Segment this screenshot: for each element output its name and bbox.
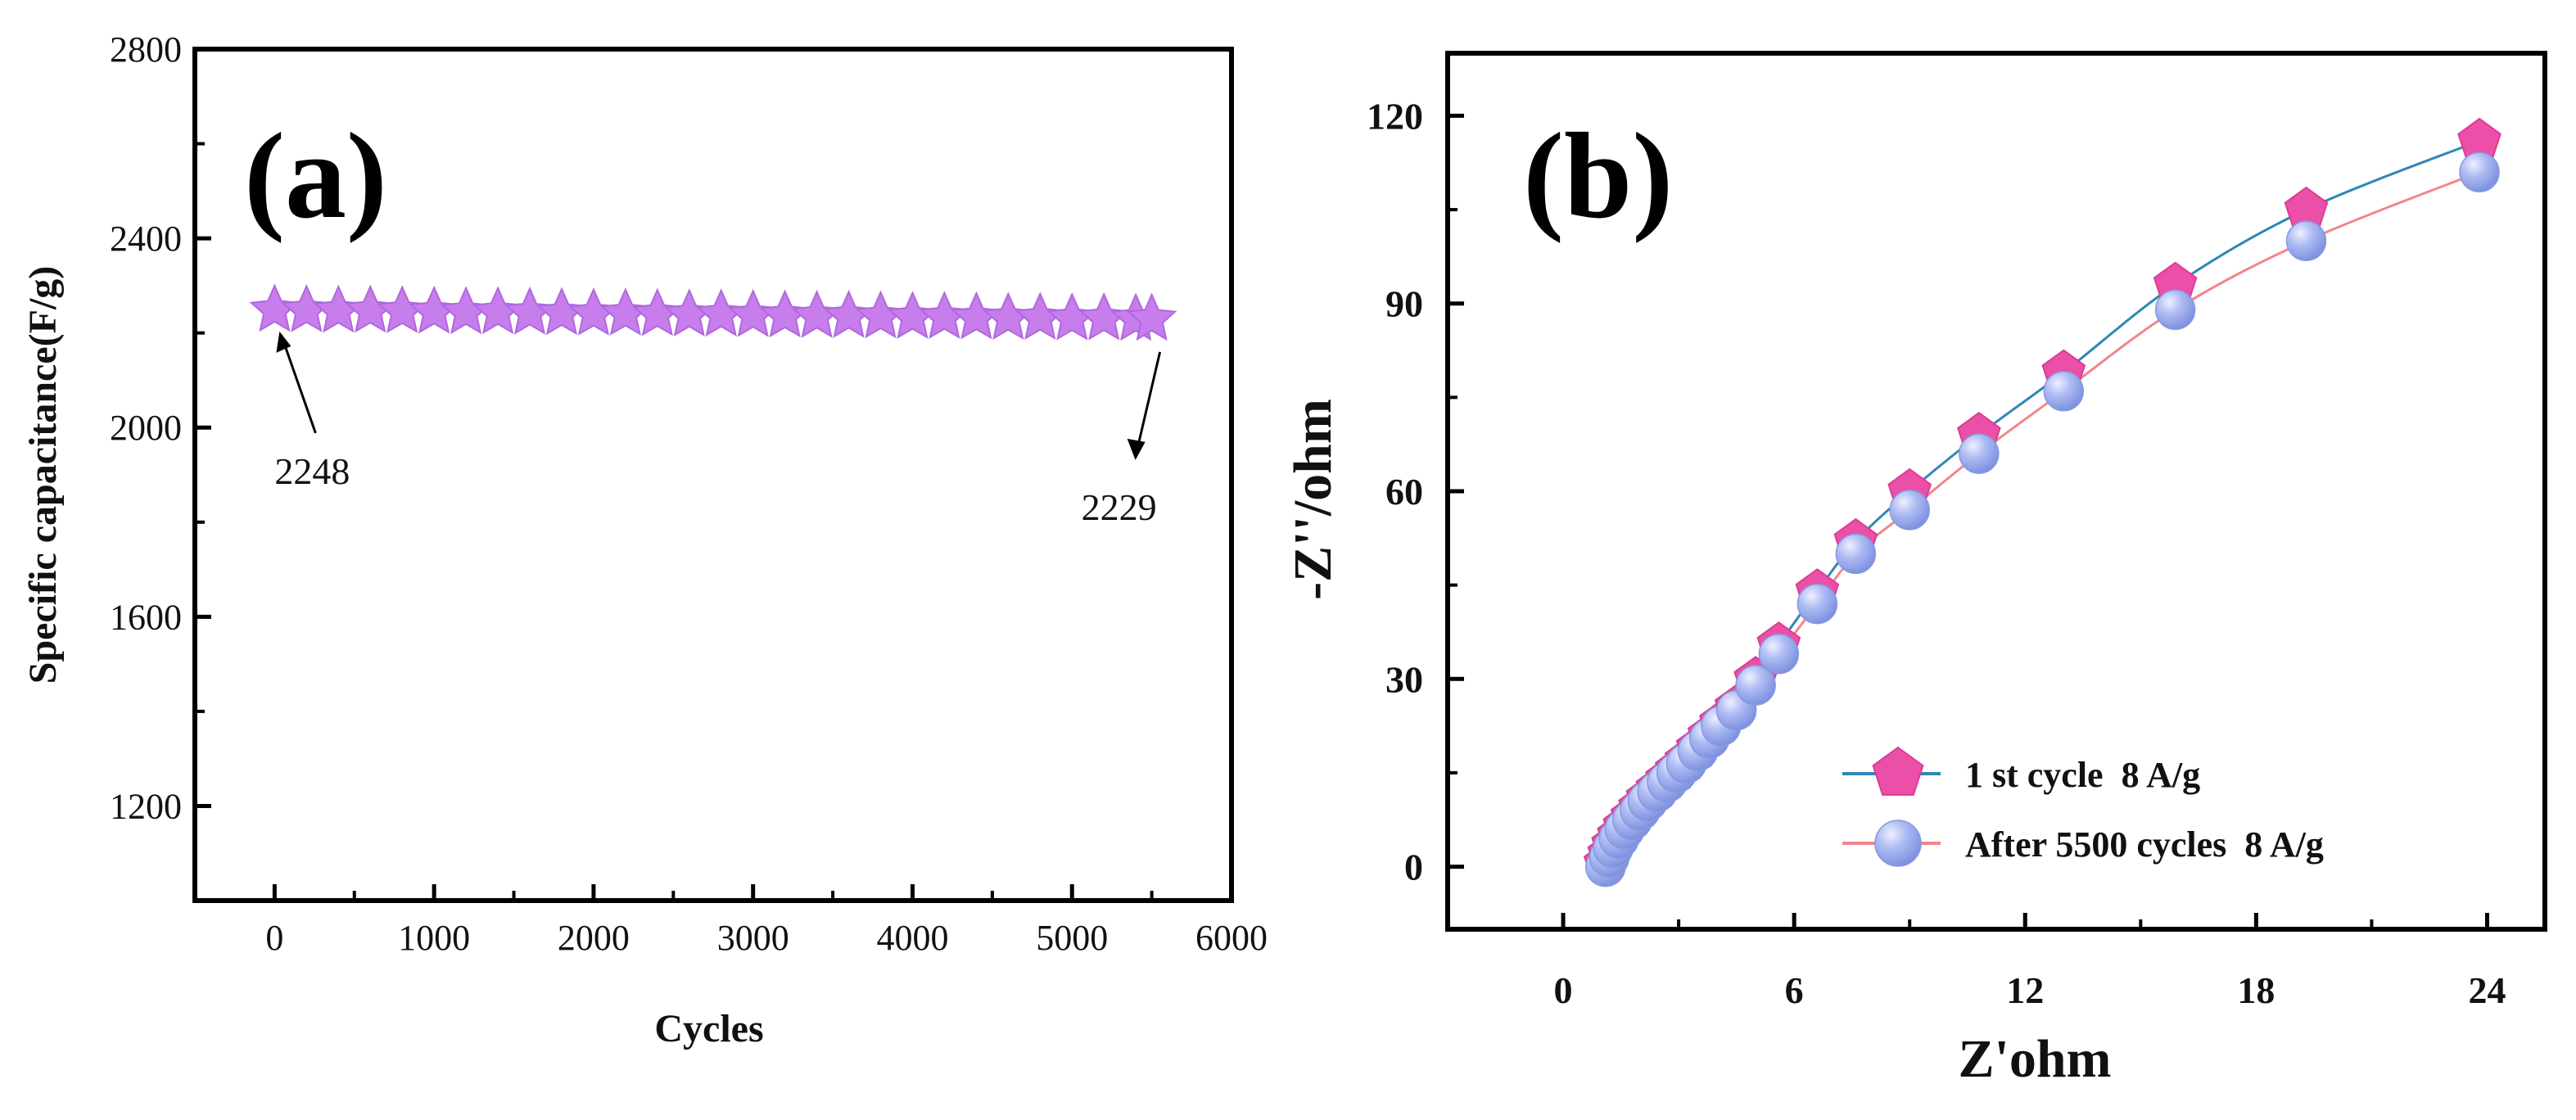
y-axis-label-a: Specific capacitance(F/g): [21, 266, 65, 684]
star-icon: [1126, 292, 1177, 341]
tick-marks-b: [1448, 113, 2489, 929]
x-tick-label-a: 4000: [876, 918, 948, 958]
legend-label-first-cycle: 1 st cycle 8 A/g: [1965, 755, 2200, 795]
tick-marks-a: [193, 47, 1234, 902]
y-axis-label-b: -Z''/ohm: [1283, 399, 1343, 600]
legend-entry-after-5500: After 5500 cycles 8 A/g: [1842, 820, 2324, 867]
x-tick-label-a: 6000: [1195, 918, 1268, 958]
sphere-icon: [1959, 433, 2000, 474]
y-tick-label-a: 2800: [110, 29, 182, 70]
panel-label-a: (a): [244, 108, 387, 244]
legend: 1 st cycle 8 A/g After 5500 cycles 8 A/g: [1842, 746, 2324, 867]
series-after-5500: [1585, 151, 2500, 887]
legend-label-after-5500: After 5500 cycles 8 A/g: [1965, 824, 2324, 865]
sphere-icon: [1889, 490, 1930, 531]
legend-entry-first-cycle: 1 st cycle 8 A/g: [1842, 746, 2200, 796]
x-tick-label-b: 24: [2468, 969, 2506, 1011]
x-axis-label-a: Cycles: [654, 1007, 763, 1050]
arrow-head-icon: [1127, 438, 1146, 460]
x-tick-label-a: 3000: [717, 918, 789, 958]
x-tick-label-b: 18: [2237, 969, 2275, 1011]
y-tick-label-a: 2400: [110, 219, 182, 259]
pentagon-marker: [1872, 746, 1924, 796]
y-tick-label-a: 1200: [110, 786, 182, 826]
x-tick-label-a: 2000: [558, 918, 630, 958]
sphere-icon: [2285, 220, 2327, 262]
y-tick-labels-b: 0 30 60 90 120: [1367, 95, 1423, 887]
sphere-marker: [1874, 820, 1922, 867]
x-tick-labels-a: 0 1000 2000 3000 4000 5000 6000: [265, 918, 1268, 958]
y-tick-label-b: 0: [1404, 847, 1423, 888]
x-tick-label-b: 6: [1785, 969, 1804, 1011]
chart-b: 0 30 60 90 120 0 6 12 18 24 (b) Z'ohm -Z''/ohm 1…: [1283, 51, 2547, 1089]
chart-a: 1200 1600 2000 2400 2800 0 1000 2000 3000 4000 50…: [21, 29, 1268, 1050]
annotations-a: 2248 2229: [274, 331, 1162, 528]
arrow-head-icon: [276, 331, 291, 353]
y-tick-label-b: 90: [1385, 283, 1423, 325]
sphere-icon: [1874, 820, 1922, 867]
annotation-arrow-end: [1136, 351, 1162, 451]
x-tick-label-b: 0: [1554, 969, 1573, 1011]
annotation-2248: 2248: [274, 450, 350, 492]
plot-frame-a: [192, 47, 1234, 903]
y-tick-label-a: 1600: [110, 597, 182, 637]
annotation-2229: 2229: [1082, 486, 1157, 528]
x-axis-label-b: Z'ohm: [1958, 1029, 2111, 1089]
x-tick-label-a: 0: [265, 918, 283, 958]
sphere-icon: [2043, 370, 2085, 412]
y-tick-label-b: 30: [1385, 658, 1423, 700]
x-tick-labels-b: 0 6 12 18 24: [1554, 969, 2506, 1011]
x-tick-label-a: 1000: [398, 918, 470, 958]
sphere-icon: [2154, 289, 2196, 331]
annotation-arrow-start: [279, 334, 317, 434]
y-tick-label-a: 2000: [110, 408, 182, 448]
sphere-icon: [1835, 533, 1877, 575]
y-tick-label-b: 120: [1367, 95, 1423, 137]
y-tick-labels-a: 1200 1600 2000 2400 2800: [110, 29, 182, 826]
panel-label-b: (b): [1523, 108, 1673, 244]
pentagon-icon: [1872, 746, 1924, 796]
sphere-icon: [2459, 151, 2500, 192]
y-tick-label-b: 60: [1385, 471, 1423, 513]
x-tick-label-a: 5000: [1036, 918, 1108, 958]
sphere-icon: [1758, 633, 1800, 675]
series-capacitance: [249, 283, 1177, 341]
sphere-icon: [1735, 665, 1776, 706]
x-tick-label-b: 12: [2006, 969, 2044, 1011]
sphere-icon: [1796, 583, 1838, 625]
